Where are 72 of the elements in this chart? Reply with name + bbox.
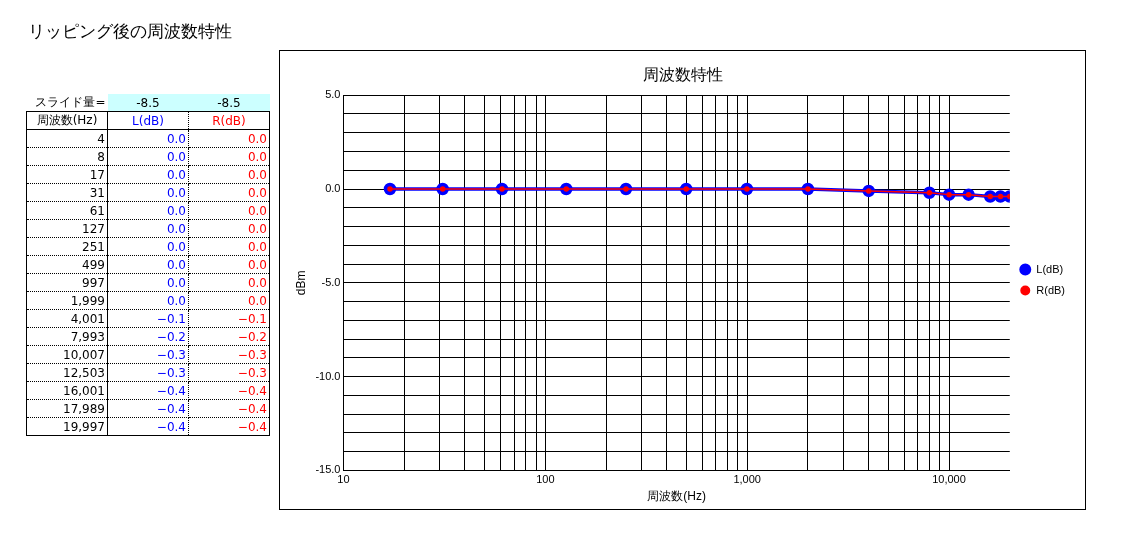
data-label: 0.0 [107,165,189,184]
category-label: 61 [26,201,108,220]
text: スライド量= [34,94,107,111]
y-tick-label: 0.0 [325,182,341,195]
category-label: 4,001 [26,309,108,328]
data-label: 0.0 [107,273,189,292]
text: 周波数(Hz) [26,111,108,130]
data-label: 0.0 [107,147,189,166]
legend-label: L(dB) [107,111,189,130]
data-label: −0.3 [188,363,270,382]
category-label: 17,989 [26,399,108,418]
category-label: 31 [26,183,108,202]
y-tick-label: -15.0 [315,463,341,476]
category-label: 997 [26,273,108,292]
data-label: 0.0 [107,129,189,148]
data-label: 0.0 [188,219,270,238]
text: リッピング後の周波数特性 [28,20,232,43]
category-label: 12,503 [26,363,108,382]
legend-label: R(dB) [188,111,270,130]
data-label: −0.4 [107,417,189,436]
legend-label: R(dB) [1036,283,1066,296]
x-tick-label: 100 [536,473,555,486]
category-label: 1,999 [26,291,108,310]
category-label: 16,001 [26,381,108,400]
data-label: 0.0 [107,237,189,256]
category-label: 499 [26,255,108,274]
data-label: −0.4 [188,381,270,400]
data-label: 0.0 [188,165,270,184]
data-label: −0.4 [188,417,270,436]
data-label: −0.1 [188,309,270,328]
data-label: −0.4 [107,381,189,400]
data-label: −0.4 [107,399,189,418]
data-label: 0.0 [188,273,270,292]
data-label: 0.0 [188,291,270,310]
chart-title: 周波数特性 [642,64,723,84]
data-label: 0.0 [188,255,270,274]
data-label: 0.0 [188,201,270,220]
category-label: 7,993 [26,327,108,346]
category-label: 10,007 [26,345,108,364]
category-label: 127 [26,219,108,238]
text: -8.5 [107,94,189,112]
x-tick-label: 10 [337,473,350,486]
data-label: 0.0 [188,147,270,166]
text: -8.5 [188,94,270,112]
data-label: −0.2 [107,327,189,346]
data-label: 0.0 [107,201,189,220]
y-axis-title: dBm [293,270,308,296]
x-tick-label: 10,000 [932,473,966,486]
x-tick-label: 1,000 [733,473,761,486]
category-label: 8 [26,147,108,166]
data-label: −0.3 [188,345,270,364]
legend-label: L(dB) [1036,262,1064,275]
y-tick-label: 5.0 [325,88,341,101]
data-label: −0.3 [107,363,189,382]
data-label: 0.0 [188,237,270,256]
data-label: 0.0 [107,183,189,202]
data-label: 0.0 [107,255,189,274]
category-label: 19,997 [26,417,108,436]
data-label: 0.0 [188,129,270,148]
y-tick-label: -10.0 [315,369,341,382]
x-axis-title: 周波数(Hz) [647,489,706,504]
data-label: 0.0 [188,183,270,202]
data-label: 0.0 [107,291,189,310]
data-label: 0.0 [107,219,189,238]
data-label: −0.3 [107,345,189,364]
data-label: −0.4 [188,399,270,418]
data-label: −0.2 [188,327,270,346]
category-label: 251 [26,237,108,256]
category-label: 17 [26,165,108,184]
data-label: −0.1 [107,309,189,328]
y-tick-label: -5.0 [321,275,341,288]
category-label: 4 [26,129,108,148]
